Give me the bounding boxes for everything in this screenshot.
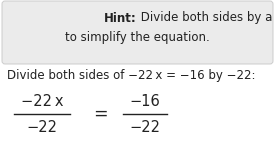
Text: Divide both sides by a constant: Divide both sides by a constant xyxy=(137,12,275,24)
Text: −22 x: −22 x xyxy=(21,95,63,109)
FancyBboxPatch shape xyxy=(2,1,273,64)
Text: Divide both sides of −22 x = −16 by −22:: Divide both sides of −22 x = −16 by −22: xyxy=(7,69,255,83)
Text: −22: −22 xyxy=(130,120,161,134)
Text: −16: −16 xyxy=(130,95,160,109)
Text: =: = xyxy=(93,105,107,123)
Text: −22: −22 xyxy=(26,120,57,134)
Text: to simplify the equation.: to simplify the equation. xyxy=(65,30,209,43)
Text: Hint:: Hint: xyxy=(104,12,137,24)
